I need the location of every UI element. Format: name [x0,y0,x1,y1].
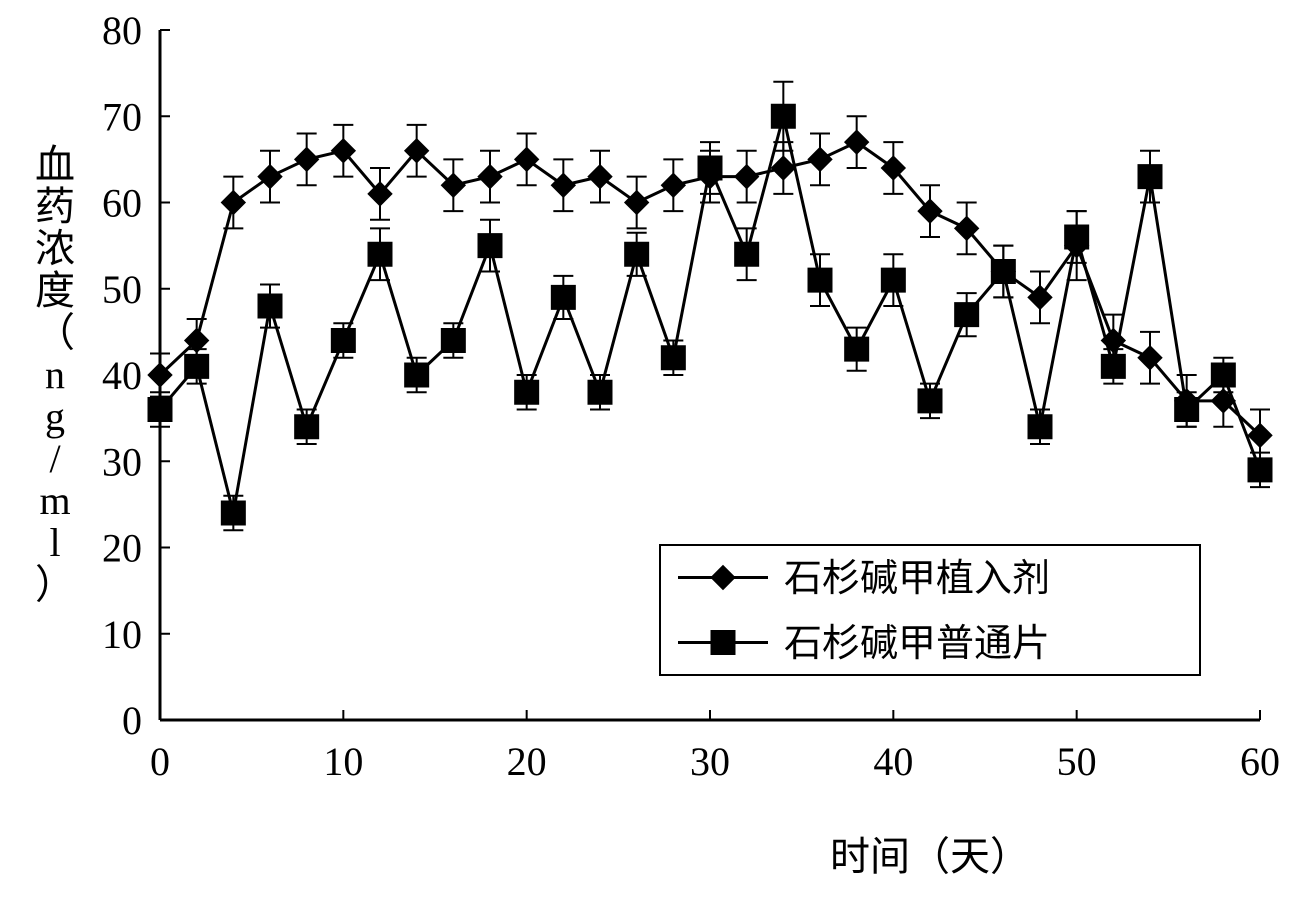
line-chart: 0 10 20 30 40 50 60 70 80 0 10 20 30 40 50 60 血药浓度（ng/ml… [0,0,1307,912]
svg-text:m: m [39,478,70,523]
legend-label: 石杉碱甲普通片 [784,623,1050,665]
chart-container: 0 10 20 30 40 50 60 70 80 0 10 20 30 40 50 60 血药浓度（ng/ml… [0,0,1307,912]
svg-text:10: 10 [102,612,142,657]
svg-text:40: 40 [102,353,142,398]
svg-text:30: 30 [102,439,142,484]
svg-text:80: 80 [102,8,142,53]
svg-text:70: 70 [102,94,142,139]
svg-text:）: ） [35,562,75,607]
svg-text:50: 50 [1057,739,1097,784]
svg-text:浓: 浓 [35,226,75,271]
svg-text:g: g [45,394,65,439]
svg-text:l: l [49,520,60,565]
svg-text:30: 30 [690,739,730,784]
svg-text:/: / [49,436,61,481]
svg-text:40: 40 [873,739,913,784]
svg-text:（: （ [35,310,75,355]
svg-text:0: 0 [122,698,142,743]
svg-text:60: 60 [102,181,142,226]
svg-text:血: 血 [35,142,75,187]
svg-text:20: 20 [507,739,547,784]
svg-text:n: n [45,352,65,397]
svg-text:10: 10 [323,739,363,784]
svg-text:度: 度 [35,268,75,313]
svg-text:50: 50 [102,267,142,312]
svg-text:药: 药 [35,184,75,229]
legend-label: 石杉碱甲植入剂 [784,558,1050,600]
svg-text:20: 20 [102,526,142,571]
x-axis-label: 时间（天） [830,834,1030,879]
svg-text:60: 60 [1240,739,1280,784]
legend: 石杉碱甲植入剂石杉碱甲普通片 [660,545,1200,675]
svg-text:0: 0 [150,739,170,784]
